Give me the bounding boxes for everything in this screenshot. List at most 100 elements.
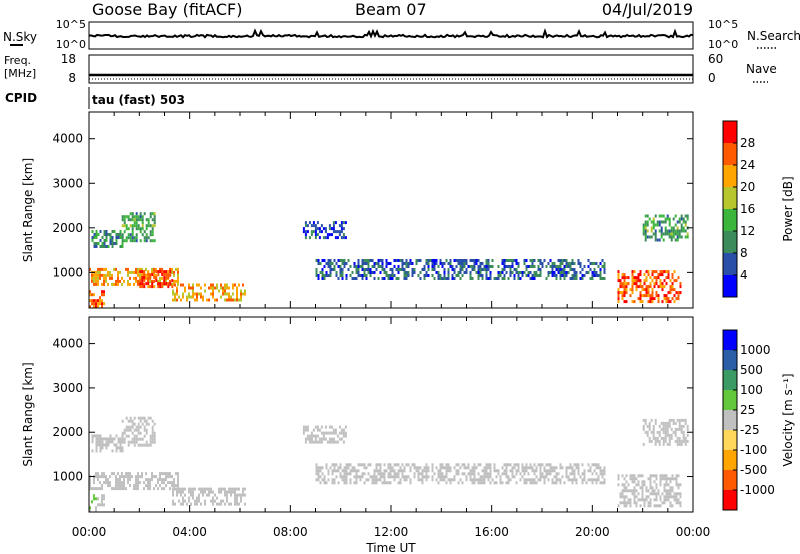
power-cell bbox=[147, 221, 150, 225]
velocity-cell bbox=[133, 434, 136, 438]
power-cell bbox=[341, 259, 344, 262]
velocity-echo-region bbox=[89, 472, 179, 491]
velocity-cell bbox=[141, 416, 144, 420]
power-cell bbox=[473, 262, 476, 265]
velocity-cell bbox=[483, 475, 486, 479]
power-cell bbox=[525, 268, 528, 271]
velocity-cell bbox=[345, 481, 348, 485]
power-cell bbox=[111, 242, 114, 245]
velocity-cell bbox=[643, 504, 646, 508]
power-cell bbox=[312, 230, 315, 234]
velocity-cell bbox=[325, 466, 328, 470]
power-cell bbox=[101, 293, 103, 297]
power-cell bbox=[127, 227, 130, 231]
power-cell bbox=[642, 232, 645, 236]
power-cell bbox=[319, 262, 322, 265]
velocity-cell bbox=[177, 481, 179, 485]
power-cell bbox=[171, 267, 173, 271]
power-cell bbox=[599, 274, 602, 277]
power-cell bbox=[655, 282, 658, 286]
velocity-cell bbox=[190, 493, 192, 497]
velocity-cell bbox=[571, 466, 574, 470]
velocity-cell bbox=[312, 434, 315, 438]
velocity-cell bbox=[167, 475, 169, 479]
power-cell bbox=[623, 282, 626, 286]
velocity-cell bbox=[467, 463, 470, 467]
velocity-cell bbox=[393, 478, 396, 482]
velocity-cell bbox=[545, 472, 548, 476]
power-cell bbox=[403, 268, 406, 271]
power-cell bbox=[663, 279, 666, 283]
power-cell bbox=[149, 273, 152, 277]
velocity-cell bbox=[208, 490, 210, 494]
power-cell bbox=[347, 268, 350, 271]
power-cell bbox=[137, 227, 140, 231]
power-cell bbox=[135, 239, 138, 243]
power-cell bbox=[339, 259, 342, 262]
power-cell bbox=[123, 218, 126, 222]
velocity-cell bbox=[471, 472, 474, 476]
velocity-cell bbox=[149, 440, 152, 444]
power-cell bbox=[97, 299, 99, 303]
power-cell bbox=[447, 268, 450, 271]
velocity-cell bbox=[535, 469, 538, 473]
velocity-cell bbox=[431, 475, 434, 479]
velocity-cell bbox=[379, 475, 382, 479]
velocity-cell bbox=[551, 481, 554, 485]
power-cell bbox=[649, 282, 652, 286]
velocity-cell bbox=[678, 442, 681, 446]
power-cell bbox=[631, 270, 634, 274]
velocity-cell bbox=[121, 484, 123, 488]
velocity-cell bbox=[473, 478, 476, 482]
velocity-cell bbox=[659, 480, 662, 484]
power-cell bbox=[647, 285, 650, 289]
power-cell bbox=[573, 262, 576, 265]
power-cell bbox=[389, 277, 392, 280]
velocity-cell bbox=[387, 481, 390, 485]
power-cell bbox=[151, 270, 153, 274]
velocity-cell bbox=[336, 440, 339, 444]
power-cell bbox=[567, 271, 570, 274]
velocity-cell bbox=[662, 439, 665, 443]
power-cell bbox=[617, 288, 620, 292]
velocity-cell bbox=[317, 472, 320, 476]
velocity-cell bbox=[200, 490, 202, 494]
power-cell bbox=[551, 271, 554, 274]
velocity-cell bbox=[101, 494, 103, 498]
power-cell bbox=[224, 298, 226, 302]
velocity-cell bbox=[143, 434, 146, 438]
velocity-cell bbox=[505, 475, 508, 479]
power-cell bbox=[91, 299, 93, 303]
power-cell bbox=[672, 235, 675, 239]
velocity-cell bbox=[669, 492, 672, 496]
velocity-cell bbox=[686, 427, 689, 431]
power-colorbar-label: Power [dB] bbox=[781, 176, 795, 241]
power-cell bbox=[308, 236, 311, 240]
velocity-echo-region bbox=[617, 474, 682, 508]
velocity-ylabel: Slant Range [km] bbox=[21, 362, 35, 466]
velocity-cell bbox=[202, 490, 204, 494]
power-cell bbox=[563, 259, 566, 262]
power-cell bbox=[327, 262, 330, 265]
velocity-cell bbox=[539, 469, 542, 473]
power-cell bbox=[357, 274, 360, 277]
power-cell bbox=[665, 294, 668, 298]
velocity-cell bbox=[455, 469, 458, 473]
power-cell bbox=[341, 271, 344, 274]
velocity-cell bbox=[371, 481, 374, 485]
power-cell bbox=[501, 271, 504, 274]
velocity-cell bbox=[617, 483, 620, 487]
power-cell bbox=[177, 267, 179, 271]
power-cell bbox=[338, 230, 341, 234]
power-cell bbox=[658, 220, 661, 224]
power-cell bbox=[121, 224, 124, 228]
velocity-cell bbox=[686, 439, 689, 443]
velocity-cell bbox=[113, 487, 115, 491]
velocity-cell bbox=[587, 469, 590, 473]
power-cell bbox=[153, 221, 156, 225]
velocity-cell bbox=[619, 501, 622, 505]
power-cell bbox=[503, 265, 506, 268]
velocity-cell bbox=[328, 440, 331, 444]
velocity-cell bbox=[669, 477, 672, 481]
